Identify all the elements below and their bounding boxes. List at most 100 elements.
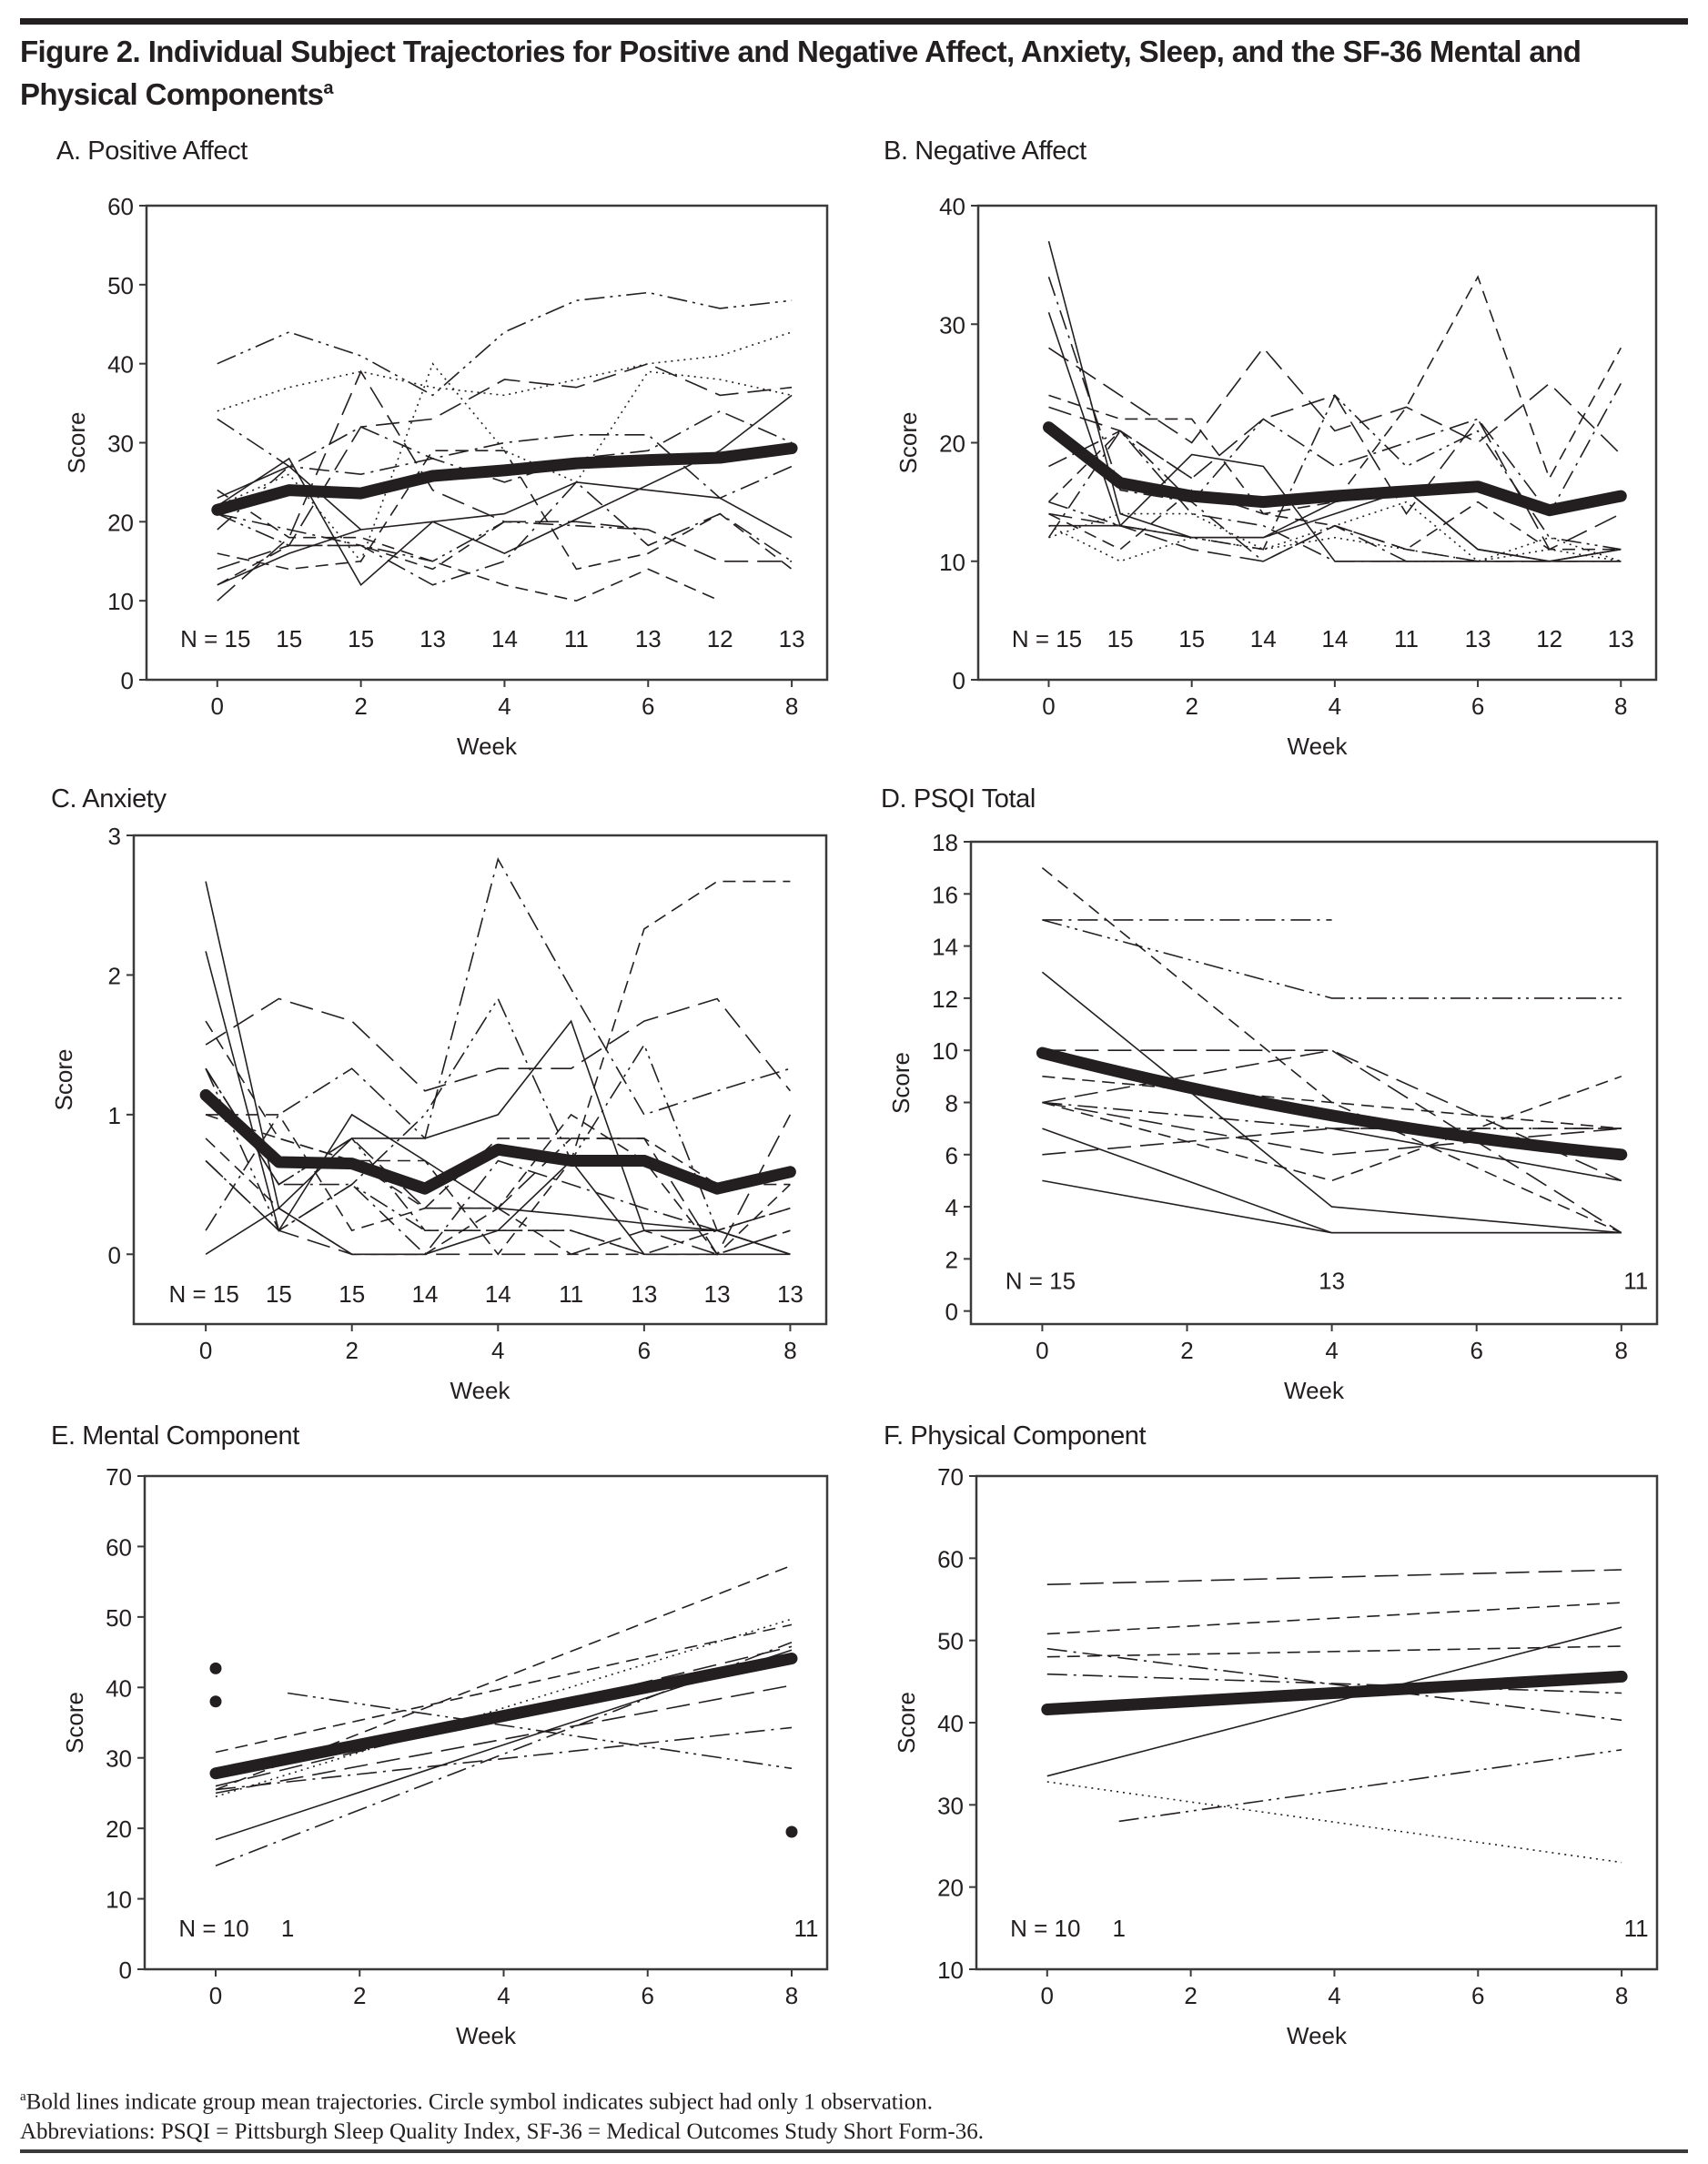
subject-trajectory: [205, 1114, 791, 1209]
y-tick-label: 40: [107, 351, 134, 379]
subject-trajectory: [217, 362, 793, 563]
subject-trajectory: [1048, 383, 1622, 516]
subject-trajectory: [1048, 489, 1622, 551]
subject-trajectory: [205, 951, 791, 1256]
y-tick-label: 60: [106, 1533, 132, 1561]
subject-trajectory: [1041, 971, 1622, 1234]
plot-frame: [145, 204, 829, 682]
x-tick-label: 0: [211, 693, 224, 720]
x-tick-label: 2: [1184, 1982, 1197, 2009]
subject-trajectory: [215, 1618, 793, 1798]
x-tick-label: 4: [1325, 1337, 1338, 1364]
n-count-label: 11: [1624, 1915, 1649, 1942]
subject-trajectory: [205, 1159, 791, 1256]
subject-trajectory: [217, 450, 793, 571]
figure-title-text: Figure 2. Individual Subject Trajectorie…: [20, 35, 1582, 111]
n-count-label: 13: [704, 1280, 731, 1308]
y-tick-label: 30: [107, 430, 134, 458]
n-count-label: N = 15: [168, 1280, 238, 1308]
y-tick-label: 30: [937, 1792, 964, 1819]
plot-frame: [143, 1474, 829, 1971]
single-observation-point: [785, 1825, 798, 1838]
subject-trajectory: [205, 1067, 791, 1256]
x-tick-label: 0: [1042, 693, 1055, 720]
n-count-label: 13: [1465, 625, 1491, 652]
n-count-label: 15: [266, 1280, 292, 1308]
subject-trajectory: [1048, 489, 1622, 562]
n-count-label: 11: [564, 625, 589, 652]
y-tick-label: 3: [108, 823, 121, 850]
n-count-label: 14: [412, 1280, 439, 1308]
x-tick-label: 4: [497, 1982, 510, 2009]
x-tick-label: 4: [491, 1337, 504, 1364]
x-tick-label: 8: [785, 693, 798, 720]
y-tick-label: 40: [106, 1674, 132, 1702]
subject-trajectory: [217, 394, 793, 587]
subject-trajectory: [1048, 275, 1622, 515]
y-tick-label: 60: [107, 193, 134, 220]
y-axis-label: Score: [50, 1049, 77, 1111]
subject-trajectory: [205, 856, 791, 1231]
subject-trajectory: [217, 291, 793, 397]
subject-trajectory: [1048, 501, 1622, 562]
x-tick-label: 4: [1328, 1982, 1340, 2009]
x-tick-label: 0: [209, 1982, 222, 2009]
x-axis-label: Week: [456, 2022, 517, 2049]
y-tick-label: 14: [932, 934, 958, 961]
n-count-label: 14: [1250, 625, 1277, 652]
x-tick-label: 2: [353, 1982, 366, 2009]
n-count-label: 13: [1319, 1267, 1345, 1294]
subject-trajectory: [215, 1641, 793, 1866]
y-tick-label: 40: [939, 193, 965, 220]
subject-trajectory: [1048, 394, 1622, 551]
y-tick-label: 8: [945, 1089, 958, 1117]
n-count-label: N = 10: [178, 1915, 248, 1942]
n-count-label: 12: [707, 625, 733, 652]
subject-trajectory: [1046, 1647, 1622, 1722]
subject-trajectory: [217, 362, 793, 571]
y-tick-label: 70: [937, 1463, 964, 1491]
subject-trajectory: [1047, 240, 1622, 562]
group-mean-trajectory: [211, 442, 798, 516]
n-count-label: 15: [1178, 625, 1205, 652]
y-tick-label: 10: [937, 1957, 964, 1984]
n-count-label: 13: [1608, 625, 1634, 652]
title-footnote-marker: a: [323, 78, 333, 98]
subject-trajectory: [215, 1684, 793, 1795]
y-axis-label: Score: [887, 1052, 915, 1114]
n-count-label: 1: [1112, 1915, 1125, 1942]
y-tick-label: 40: [937, 1710, 964, 1737]
y-tick-label: 10: [107, 588, 134, 615]
y-tick-label: 2: [108, 962, 121, 989]
y-axis-label: Score: [61, 1692, 88, 1754]
single-observation-point: [209, 1662, 222, 1674]
subject-trajectory: [206, 1114, 791, 1256]
subject-trajectory: [217, 418, 793, 500]
subject-trajectory: [1042, 1128, 1622, 1156]
n-count-label: 14: [1321, 625, 1348, 652]
panel-title: C. Anxiety: [51, 784, 167, 814]
x-tick-label: 8: [785, 1982, 798, 2009]
y-tick-label: 10: [932, 1037, 958, 1065]
subject-trajectory: [1046, 1645, 1622, 1658]
subject-trajectory: [205, 1113, 791, 1256]
plot-frame: [969, 840, 1659, 1326]
subject-trajectory: [1048, 512, 1622, 562]
y-tick-label: 12: [932, 986, 958, 1013]
x-tick-label: 2: [345, 1337, 358, 1364]
y-tick-label: 6: [945, 1142, 958, 1169]
group-mean-trajectory: [1043, 421, 1627, 517]
y-tick-label: 20: [939, 430, 965, 458]
y-tick-label: 10: [106, 1886, 132, 1914]
subject-trajectory: [1046, 1602, 1622, 1635]
n-count-label: 13: [419, 625, 446, 652]
subject-trajectory: [1041, 866, 1622, 1234]
n-count-label: 15: [348, 625, 374, 652]
footnote-line: aBold lines indicate group mean trajecto…: [20, 2082, 984, 2117]
x-tick-label: 4: [1329, 693, 1341, 720]
subject-trajectory: [205, 1067, 645, 1256]
plot-frame: [132, 834, 828, 1326]
